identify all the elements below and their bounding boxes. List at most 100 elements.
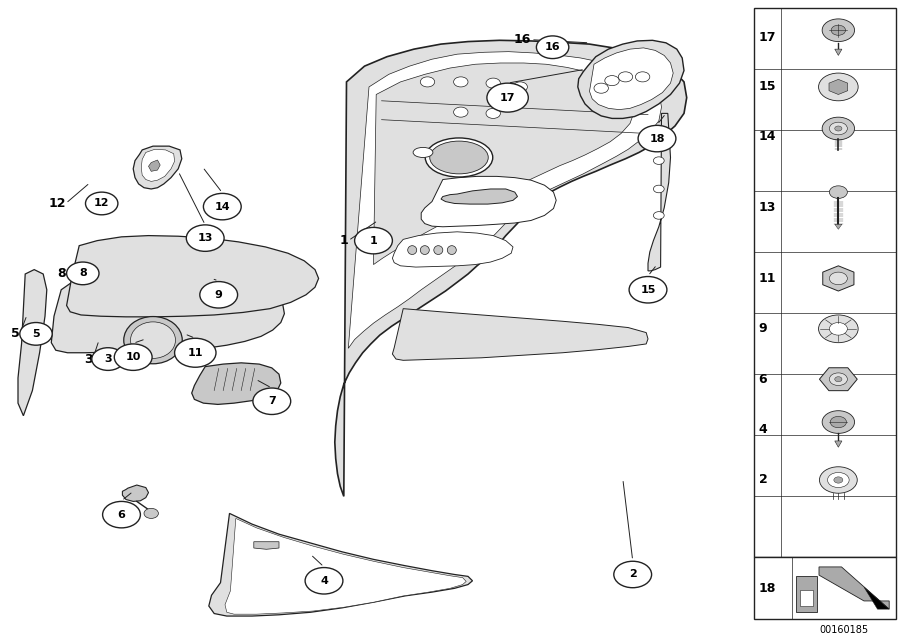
Circle shape xyxy=(513,82,527,92)
Polygon shape xyxy=(648,113,670,271)
Polygon shape xyxy=(374,63,634,265)
Text: 1: 1 xyxy=(339,234,348,247)
Circle shape xyxy=(253,388,291,415)
Text: 00160185: 00160185 xyxy=(819,625,868,635)
Polygon shape xyxy=(835,49,842,55)
Circle shape xyxy=(487,83,528,112)
Text: 16: 16 xyxy=(544,42,561,52)
Text: 17: 17 xyxy=(500,93,516,102)
Ellipse shape xyxy=(425,138,493,177)
Circle shape xyxy=(454,77,468,87)
Circle shape xyxy=(86,192,118,215)
FancyBboxPatch shape xyxy=(800,590,813,606)
Circle shape xyxy=(618,72,633,82)
Circle shape xyxy=(653,157,664,165)
Text: 15: 15 xyxy=(759,80,776,93)
Ellipse shape xyxy=(447,245,456,254)
Polygon shape xyxy=(122,485,148,501)
Text: 10: 10 xyxy=(125,352,141,362)
Circle shape xyxy=(823,19,855,41)
Circle shape xyxy=(20,322,52,345)
Text: 18: 18 xyxy=(759,581,776,595)
Circle shape xyxy=(828,473,850,488)
FancyBboxPatch shape xyxy=(754,558,896,619)
Polygon shape xyxy=(835,441,842,447)
Text: 3: 3 xyxy=(84,352,93,366)
Text: 15: 15 xyxy=(640,285,656,294)
Text: 1: 1 xyxy=(370,235,377,245)
Polygon shape xyxy=(578,40,684,118)
Text: 5: 5 xyxy=(11,328,20,340)
Circle shape xyxy=(305,567,343,594)
Polygon shape xyxy=(590,48,673,109)
Polygon shape xyxy=(18,270,47,416)
Text: 13: 13 xyxy=(197,233,213,243)
Text: 7: 7 xyxy=(268,396,275,406)
Circle shape xyxy=(114,344,152,370)
Polygon shape xyxy=(209,513,473,616)
Circle shape xyxy=(823,117,855,140)
Text: 9: 9 xyxy=(759,322,768,335)
Circle shape xyxy=(819,315,859,343)
Polygon shape xyxy=(254,542,279,550)
Circle shape xyxy=(833,477,842,483)
Circle shape xyxy=(629,277,667,303)
Text: 17: 17 xyxy=(759,31,776,45)
Ellipse shape xyxy=(124,317,182,364)
Polygon shape xyxy=(192,363,281,404)
Text: 8: 8 xyxy=(79,268,86,279)
Circle shape xyxy=(203,193,241,220)
Polygon shape xyxy=(133,146,182,189)
Text: 6: 6 xyxy=(759,373,768,385)
Circle shape xyxy=(103,501,140,528)
Text: 11: 11 xyxy=(187,348,203,358)
Polygon shape xyxy=(819,368,857,391)
Polygon shape xyxy=(51,266,284,353)
Circle shape xyxy=(830,272,848,285)
Polygon shape xyxy=(441,189,518,204)
Text: 4: 4 xyxy=(320,576,328,586)
Text: 18: 18 xyxy=(649,134,665,144)
Circle shape xyxy=(614,561,652,588)
Circle shape xyxy=(186,225,224,251)
Polygon shape xyxy=(141,149,175,181)
Circle shape xyxy=(594,83,608,93)
Text: 12: 12 xyxy=(49,197,66,210)
Polygon shape xyxy=(148,160,160,171)
Circle shape xyxy=(92,348,124,370)
Ellipse shape xyxy=(130,322,176,359)
Circle shape xyxy=(605,76,619,86)
Circle shape xyxy=(820,467,857,494)
Polygon shape xyxy=(335,40,687,496)
Polygon shape xyxy=(67,235,319,317)
Text: 9: 9 xyxy=(215,290,222,300)
Text: 6: 6 xyxy=(118,509,125,520)
Circle shape xyxy=(830,186,848,198)
Circle shape xyxy=(355,228,392,254)
Polygon shape xyxy=(829,80,848,95)
Polygon shape xyxy=(421,176,556,227)
Ellipse shape xyxy=(408,245,417,254)
Text: 11: 11 xyxy=(759,272,776,285)
Text: 3: 3 xyxy=(104,354,112,364)
Circle shape xyxy=(200,282,238,308)
Circle shape xyxy=(653,128,664,136)
Text: 14: 14 xyxy=(759,130,776,142)
Polygon shape xyxy=(864,587,889,609)
Text: 14: 14 xyxy=(214,202,230,212)
Text: 2: 2 xyxy=(759,473,768,487)
Text: 13: 13 xyxy=(759,202,776,214)
Circle shape xyxy=(830,322,848,335)
Circle shape xyxy=(536,36,569,59)
Polygon shape xyxy=(392,232,513,267)
Circle shape xyxy=(830,122,848,135)
Circle shape xyxy=(420,77,435,87)
Circle shape xyxy=(635,72,650,82)
Text: 5: 5 xyxy=(32,329,40,339)
Circle shape xyxy=(653,185,664,193)
FancyBboxPatch shape xyxy=(754,8,896,558)
Polygon shape xyxy=(819,567,889,609)
Ellipse shape xyxy=(420,245,429,254)
Circle shape xyxy=(819,73,859,100)
Circle shape xyxy=(830,373,848,385)
